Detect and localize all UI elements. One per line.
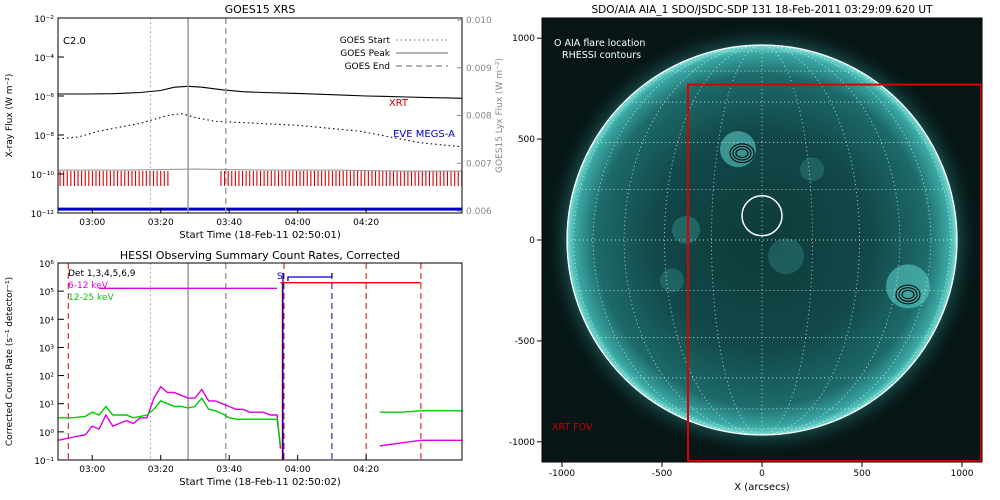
- hessi-title: HESSI Observing Summary Count Rates, Cor…: [120, 249, 400, 262]
- goes-series-short-channel: [57, 113, 463, 148]
- goes-ylabel-left: X-ray Flux (W m⁻²): [5, 74, 15, 158]
- goes-annotation-xrt: XRT: [389, 98, 409, 109]
- goes-annotation-eve: EVE MEGS-A: [393, 129, 455, 140]
- goes-xtick-label: 03:20: [148, 218, 174, 228]
- goes-ytick-label: 10⁻¹⁰: [31, 171, 55, 181]
- aia-bright-region: [660, 268, 684, 293]
- hessi-legend-label: 6-12 keV: [68, 281, 109, 291]
- hessi-ytick-label: 10¹: [39, 401, 54, 411]
- hessi-xtick-label: 03:00: [79, 465, 105, 475]
- goes-series-long-channel: [58, 85, 463, 99]
- rhessi-contour: [898, 287, 918, 302]
- hessi-ytick-label: 10³: [39, 344, 54, 354]
- aia-xtick-label: -1000: [549, 469, 575, 479]
- aia-flare-location-circle: [741, 195, 783, 237]
- rhessi-contour: [901, 289, 915, 300]
- goes-legend-label: GOES Start: [340, 36, 391, 46]
- hessi-ytick-label: 10²: [39, 373, 54, 383]
- goes-xtick-label: 04:00: [285, 218, 311, 228]
- hessi-plot-frame: [57, 262, 463, 461]
- solar-disk: [567, 45, 957, 435]
- goes-xlabel: Start Time (18-Feb-11 02:50:01): [179, 230, 341, 241]
- aia-ytick-label: 0: [529, 236, 535, 246]
- hessi-ytick-label: 10⁴: [39, 316, 54, 326]
- hessi-xtick-label: 03:40: [216, 465, 242, 475]
- aia-ytick-label: -500: [515, 337, 536, 347]
- aia-longitude-line: [573, 45, 763, 435]
- hessi-xtick-label: 03:20: [148, 465, 174, 475]
- goes-legend-label: GOES Peak: [340, 49, 390, 59]
- hessi-annotation-s: S: [277, 272, 283, 282]
- goes-right-ytick-label: 0.008: [466, 112, 492, 122]
- hessi-legend-label: Det 1,3,4,5,6,9: [68, 269, 136, 279]
- aia-xtick-label: 1000: [951, 469, 974, 479]
- hessi-legend-label: 12-25 keV: [68, 293, 114, 303]
- aia-legend-flare-location: O AIA flare location: [554, 38, 645, 49]
- goes-ylabel-right: GOES15 Lyx Flux (W m⁻²): [495, 58, 505, 173]
- aia-limb-circle: [566, 44, 958, 436]
- rhessi-contour: [729, 143, 755, 164]
- goes-ytick-label: 10⁻²: [34, 15, 54, 25]
- aia-xlabel: X (arcsecs): [734, 482, 790, 493]
- aia-heliographic-grid: [567, 45, 957, 435]
- rhessi-contour: [895, 284, 921, 305]
- aia-bright-region: [768, 238, 804, 275]
- aia-annotation-xrt-fov: XRT FOV: [552, 422, 593, 433]
- aia-title: SDO/AIA AIA_1 SDO/JSDC-SDP 131 18-Feb-20…: [592, 4, 934, 16]
- aia-legend-rhessi: RHESSI contours: [562, 50, 641, 61]
- hessi-ylabel: Corrected Count Rate (s⁻¹ detector⁻¹): [5, 277, 15, 446]
- goes-ytick-label: 10⁻¹²: [31, 210, 55, 220]
- goes-ytick-label: 10⁻⁶: [34, 93, 54, 103]
- aia-longitude-line: [761, 45, 860, 435]
- goes-right-ytick-label: 0.006: [466, 207, 492, 217]
- hessi-ytick-label: 10⁵: [39, 288, 54, 298]
- hessi-series-12-25-kev: [58, 396, 282, 446]
- goes-legend-label: GOES End: [345, 62, 390, 72]
- goes-title: GOES15 XRS: [225, 3, 296, 16]
- xrt-fov-rectangle: [687, 83, 982, 462]
- hessi-series-12-25-kev-late: [379, 410, 462, 413]
- goes-series-lyman-alpha: [58, 168, 462, 172]
- aia-ytick-label: -1000: [509, 438, 535, 448]
- hessi-ytick-label: 10⁻¹: [34, 457, 54, 467]
- hessi-ytick-label: 10⁰: [39, 429, 54, 439]
- aia-longitude-line: [761, 45, 951, 435]
- goes-right-ytick-label: 0.009: [466, 64, 492, 74]
- aia-ytick-label: 500: [518, 135, 535, 145]
- aia-bright-region: [672, 215, 700, 244]
- hessi-xlabel: Start Time (18-Feb-11 02:50:02): [179, 477, 341, 488]
- aia-xtick-label: 0: [759, 469, 765, 479]
- aia-xtick-label: -500: [652, 469, 673, 479]
- rhessi-contour: [735, 148, 749, 158]
- hessi-ytick-label: 10⁶: [39, 260, 54, 270]
- aia-xtick-label: 500: [853, 469, 870, 479]
- hessi-xtick-label: 04:00: [285, 465, 311, 475]
- aia-bright-region: [720, 131, 756, 168]
- hessi-series-6-12-kev-late: [379, 439, 462, 447]
- goes-right-ytick-label: 0.010: [466, 16, 492, 26]
- aia-longitude-line: [664, 45, 763, 435]
- goes-xtick-label: 03:00: [79, 218, 105, 228]
- goes-ytick-label: 10⁻⁴: [34, 54, 54, 64]
- hessi-series-6-12-kev: [57, 385, 282, 449]
- goes-xtick-label: 03:40: [216, 218, 242, 228]
- goes-right-ytick-label: 0.007: [466, 159, 492, 169]
- rhessi-contour: [732, 145, 752, 161]
- aia-bright-region: [886, 264, 930, 309]
- goes-class-label: C2.0: [63, 36, 86, 47]
- aia-ytick-label: 1000: [512, 34, 535, 44]
- hessi-saa-bar: [287, 273, 333, 281]
- hessi-xtick-label: 04:20: [353, 465, 379, 475]
- aia-bright-region: [800, 157, 824, 182]
- goes-xtick-label: 04:20: [353, 218, 379, 228]
- goes-ytick-label: 10⁻⁸: [34, 132, 54, 142]
